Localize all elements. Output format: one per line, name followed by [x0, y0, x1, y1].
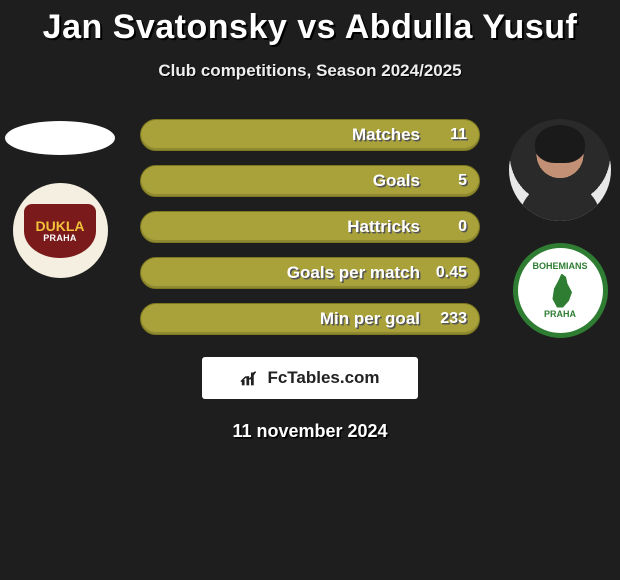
page-title: Jan Svatonsky vs Abdulla Yusuf — [0, 0, 620, 47]
player2-avatar — [509, 119, 611, 221]
site-name: FcTables.com — [267, 368, 379, 388]
player1-name: Jan Svatonsky — [43, 8, 288, 46]
subtitle: Club competitions, Season 2024/2025 — [0, 61, 620, 81]
dukla-badge: DUKLA PRAHA — [24, 204, 96, 258]
date-text: 11 november 2024 — [0, 421, 620, 442]
club-right-top: BOHEMIANS — [532, 262, 587, 272]
right-column: BOHEMIANS PRAHA — [500, 119, 620, 338]
kangaroo-icon — [545, 274, 575, 308]
club-left-name: DUKLA — [36, 219, 85, 233]
bohemians-badge: BOHEMIANS PRAHA — [532, 262, 587, 320]
stat-bars: Matches 11 Goals 5 Hattricks 0 Goals per… — [140, 119, 480, 335]
site-badge: FcTables.com — [202, 357, 418, 399]
stat-label: Matches — [141, 125, 424, 145]
stat-label: Hattricks — [141, 217, 424, 237]
stat-bar-matches: Matches 11 — [140, 119, 480, 151]
chart-icon — [240, 368, 262, 388]
club-left-sub: PRAHA — [43, 234, 77, 243]
stat-value: 11 — [450, 126, 467, 144]
stat-label: Min per goal — [141, 309, 424, 329]
player2-name: Abdulla Yusuf — [345, 8, 578, 46]
stat-bar-goals-per-match: Goals per match 0.45 — [140, 257, 480, 289]
comparison-infographic: Jan Svatonsky vs Abdulla Yusuf Club comp… — [0, 0, 620, 580]
stat-value: 0 — [458, 218, 467, 236]
player2-club-logo: BOHEMIANS PRAHA — [513, 243, 608, 338]
stat-label: Goals — [141, 171, 424, 191]
stat-bar-hattricks: Hattricks 0 — [140, 211, 480, 243]
stat-bar-goals: Goals 5 — [140, 165, 480, 197]
left-column: DUKLA PRAHA — [0, 119, 120, 278]
stat-label: Goals per match — [141, 263, 424, 283]
player1-club-logo: DUKLA PRAHA — [13, 183, 108, 278]
club-right-bottom: PRAHA — [544, 310, 576, 320]
stat-bar-min-per-goal: Min per goal 233 — [140, 303, 480, 335]
vs-label: vs — [297, 8, 336, 46]
content-area: DUKLA PRAHA BOHEMIANS PRAHA Matches 11 — [0, 119, 620, 442]
stat-value: 233 — [440, 310, 467, 328]
stat-value: 0.45 — [436, 264, 467, 282]
player1-avatar-placeholder — [5, 121, 115, 155]
stat-value: 5 — [458, 172, 467, 190]
